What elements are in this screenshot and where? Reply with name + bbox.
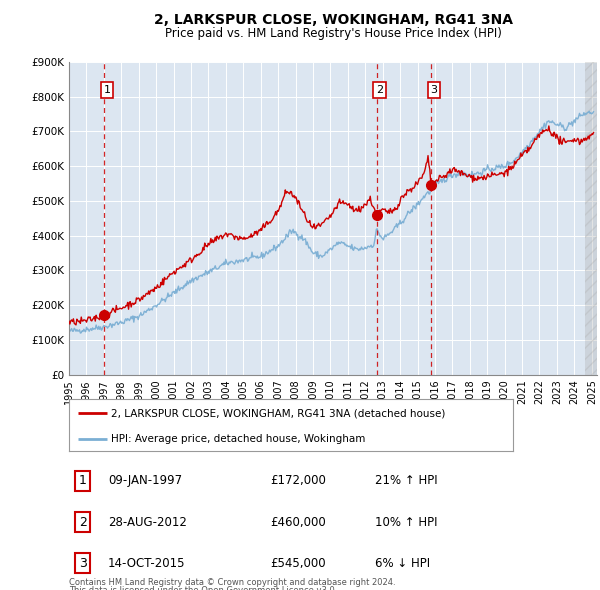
Text: 09-JAN-1997: 09-JAN-1997 <box>108 474 182 487</box>
Text: Price paid vs. HM Land Registry's House Price Index (HPI): Price paid vs. HM Land Registry's House … <box>164 27 502 40</box>
Text: Contains HM Land Registry data © Crown copyright and database right 2024.: Contains HM Land Registry data © Crown c… <box>69 578 395 587</box>
Text: 1: 1 <box>103 85 110 95</box>
Text: 21% ↑ HPI: 21% ↑ HPI <box>375 474 437 487</box>
Text: 1: 1 <box>79 474 87 487</box>
Text: 3: 3 <box>79 557 87 570</box>
Text: 14-OCT-2015: 14-OCT-2015 <box>108 557 185 570</box>
Text: 2: 2 <box>376 85 383 95</box>
Text: £545,000: £545,000 <box>270 557 326 570</box>
Text: HPI: Average price, detached house, Wokingham: HPI: Average price, detached house, Woki… <box>111 434 365 444</box>
Text: 2: 2 <box>79 516 87 529</box>
Text: 10% ↑ HPI: 10% ↑ HPI <box>375 516 437 529</box>
Text: £460,000: £460,000 <box>270 516 326 529</box>
Text: 28-AUG-2012: 28-AUG-2012 <box>108 516 187 529</box>
Text: £172,000: £172,000 <box>270 474 326 487</box>
Bar <box>585 62 597 375</box>
Text: This data is licensed under the Open Government Licence v3.0.: This data is licensed under the Open Gov… <box>69 586 337 590</box>
Text: 2, LARKSPUR CLOSE, WOKINGHAM, RG41 3NA: 2, LARKSPUR CLOSE, WOKINGHAM, RG41 3NA <box>154 13 512 27</box>
Text: 2, LARKSPUR CLOSE, WOKINGHAM, RG41 3NA (detached house): 2, LARKSPUR CLOSE, WOKINGHAM, RG41 3NA (… <box>111 408 446 418</box>
Text: 3: 3 <box>430 85 437 95</box>
Text: 6% ↓ HPI: 6% ↓ HPI <box>375 557 430 570</box>
